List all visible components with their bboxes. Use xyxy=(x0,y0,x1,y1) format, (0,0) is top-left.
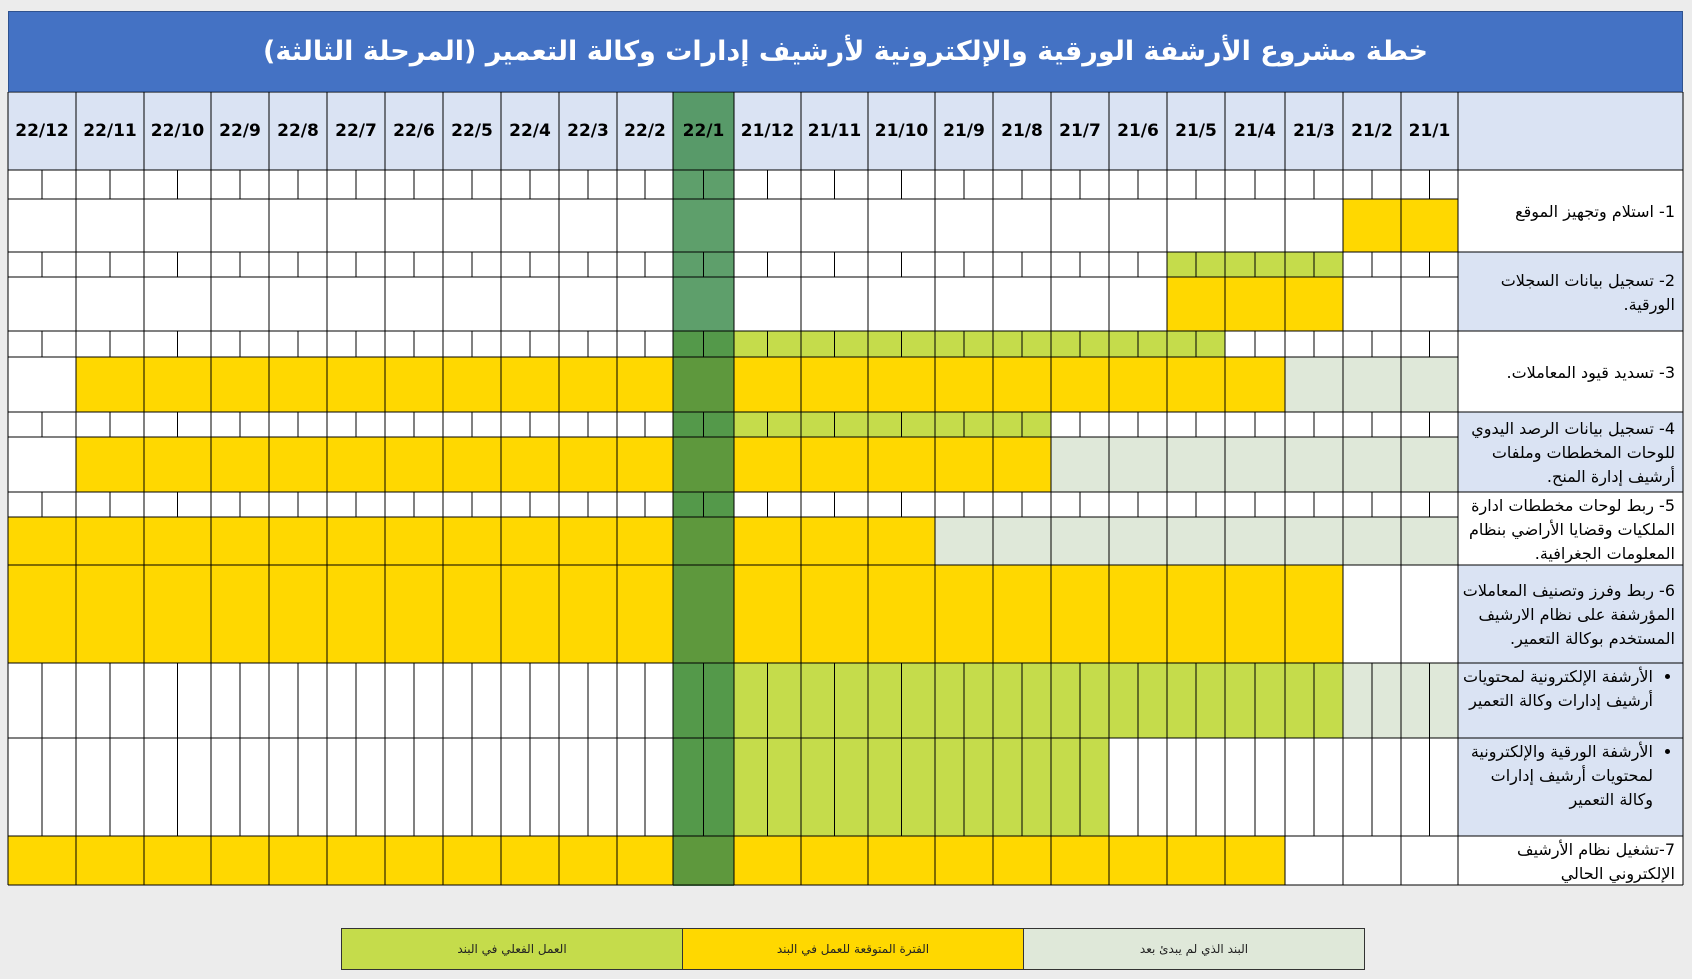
task-label-bg xyxy=(1458,565,1683,663)
task-label-bg xyxy=(1458,663,1683,738)
task-label-bg xyxy=(1458,492,1683,565)
legend-actual: العمل الفعلي في البند xyxy=(342,929,682,969)
month-header: 22/1 xyxy=(682,121,725,141)
actual-bar xyxy=(673,412,1051,437)
month-header: 22/11 xyxy=(83,121,137,141)
task-label-bg xyxy=(1458,412,1683,492)
task-label-bg xyxy=(1458,836,1683,885)
task-label-bg xyxy=(1458,331,1683,412)
expected-bar xyxy=(8,517,935,565)
legend-expected: الفترة المتوقعة للعمل في البند xyxy=(682,929,1023,969)
month-header: 21/5 xyxy=(1175,121,1217,141)
month-header: 21/12 xyxy=(740,121,795,141)
month-header: 22/5 xyxy=(451,121,493,141)
month-header: 22/8 xyxy=(277,121,319,141)
month-header: 22/10 xyxy=(150,121,205,141)
task-label: 1- استلام وتجهيز الموقع xyxy=(1515,202,1675,221)
task-label: 6- ربط وفرز وتصنيف المعاملات المؤرشفة عل… xyxy=(1462,581,1675,648)
month-header: 22/3 xyxy=(567,121,609,141)
expected-bar xyxy=(76,437,1051,492)
expected-bar xyxy=(8,836,1285,885)
month-header: 21/11 xyxy=(807,121,862,141)
month-header: 22/4 xyxy=(509,121,551,141)
month-header: 21/3 xyxy=(1293,121,1335,141)
not-started-bar xyxy=(935,517,1458,565)
legend: العمل الفعلي في البند الفترة المتوقعة لل… xyxy=(341,928,1365,970)
month-header: 22/12 xyxy=(15,121,69,141)
task-label: 4- تسجيل بيانات الرصد اليدوي للوحات المخ… xyxy=(1471,419,1675,486)
month-header: 21/2 xyxy=(1351,121,1393,141)
actual-bar xyxy=(673,663,1343,738)
month-header-bg xyxy=(8,92,1683,170)
expected-bar xyxy=(1167,277,1343,331)
task-label: 2- تسجيل بيانات السجلات الورقية. xyxy=(1500,270,1675,314)
month-header: 21/4 xyxy=(1234,121,1276,141)
month-header: 22/2 xyxy=(624,121,666,141)
task-label: الأرشفة الورقية والإلكترونية لمحتويات أر… xyxy=(1458,738,1683,836)
actual-bar xyxy=(673,331,1225,357)
task-label-bg xyxy=(1458,170,1683,252)
month-header: 21/10 xyxy=(874,121,929,141)
not-started-bar xyxy=(1285,357,1458,412)
task-label: الأرشفة الإلكترونية لمحتويات أرشيف إدارا… xyxy=(1458,663,1683,738)
month-header: 22/7 xyxy=(335,121,377,141)
task-label-bg xyxy=(1458,738,1683,836)
month-header: 21/8 xyxy=(1001,121,1043,141)
month-header: 22/9 xyxy=(219,121,261,141)
task-label-bg xyxy=(1458,252,1683,331)
actual-bar xyxy=(673,738,1109,836)
task-label: 3- تسديد قيود المعاملات. xyxy=(1506,362,1676,382)
month-header: 21/9 xyxy=(943,121,985,141)
month-header: 22/6 xyxy=(393,121,435,141)
month-header: 21/6 xyxy=(1117,121,1159,141)
task-label: 5- ربط لوحات مخططات ادارة الملكيات وقضاي… xyxy=(1468,495,1675,563)
not-started-bar xyxy=(1051,437,1458,492)
legend-not-started: البند الذي لم يبدئ بعد xyxy=(1023,929,1364,969)
task-label: 7-تشغيل نظام الأرشيف الإلكتروني الحالي xyxy=(1517,839,1675,883)
page-title: خطة مشروع الأرشفة الورقية والإلكترونية ل… xyxy=(8,11,1683,92)
month-header: 21/1 xyxy=(1408,121,1451,141)
month-header: 21/7 xyxy=(1059,121,1101,141)
